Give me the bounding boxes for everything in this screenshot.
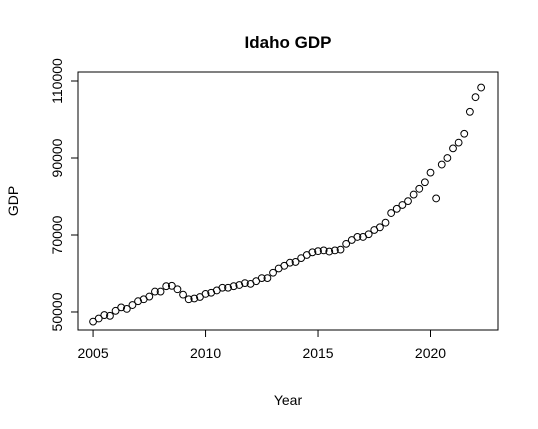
y-tick-label: 110000 [49, 58, 65, 104]
point [173, 285, 182, 294]
point [336, 245, 345, 254]
point [415, 184, 424, 193]
point [398, 201, 407, 209]
point [156, 287, 165, 296]
x-tick-label: 2005 [77, 345, 108, 361]
point [291, 258, 300, 266]
y-tick-label: 50000 [49, 292, 65, 331]
point [404, 197, 412, 206]
point [477, 83, 486, 92]
point [471, 93, 480, 102]
point [387, 209, 396, 217]
point [128, 301, 137, 309]
point [308, 248, 317, 257]
point [432, 194, 441, 203]
point [100, 311, 109, 319]
point [437, 160, 446, 169]
point [257, 274, 266, 283]
point [375, 223, 384, 232]
point [409, 190, 418, 199]
point [94, 314, 103, 323]
point [235, 281, 244, 289]
point [229, 282, 238, 291]
x-tick-label: 2010 [190, 345, 221, 361]
point [392, 204, 401, 213]
point [342, 239, 351, 248]
point [465, 107, 474, 116]
point [167, 281, 176, 290]
point [454, 138, 463, 147]
point [443, 154, 452, 162]
point [184, 295, 193, 304]
x-axis-label: Year [274, 392, 303, 408]
point [353, 233, 362, 241]
plot-box [77, 71, 499, 331]
point [201, 289, 210, 298]
point [364, 230, 373, 239]
y-axis-label: GDP [5, 186, 21, 216]
x-tick-label: 2015 [302, 345, 333, 361]
point [426, 168, 435, 177]
point [420, 178, 429, 187]
point [314, 247, 322, 256]
point [179, 290, 187, 299]
point [319, 246, 328, 255]
y-tick-label: 90000 [49, 138, 65, 177]
point [460, 129, 469, 138]
point [162, 282, 171, 291]
point [134, 297, 142, 306]
point [241, 279, 249, 288]
point [286, 258, 294, 267]
point [151, 287, 159, 296]
point [449, 144, 457, 153]
point [263, 274, 272, 283]
point [145, 292, 154, 301]
point [111, 306, 120, 315]
point [117, 303, 126, 312]
point [122, 305, 131, 313]
chart-title: Idaho GDP [245, 33, 332, 52]
point [190, 294, 199, 303]
point [269, 268, 277, 277]
point [325, 247, 334, 256]
y-tick-label: 70000 [49, 215, 65, 254]
x-tick-label: 2020 [415, 345, 446, 361]
point [224, 283, 232, 292]
point [218, 283, 227, 292]
point [106, 311, 114, 320]
point [381, 218, 390, 227]
point [331, 246, 339, 255]
